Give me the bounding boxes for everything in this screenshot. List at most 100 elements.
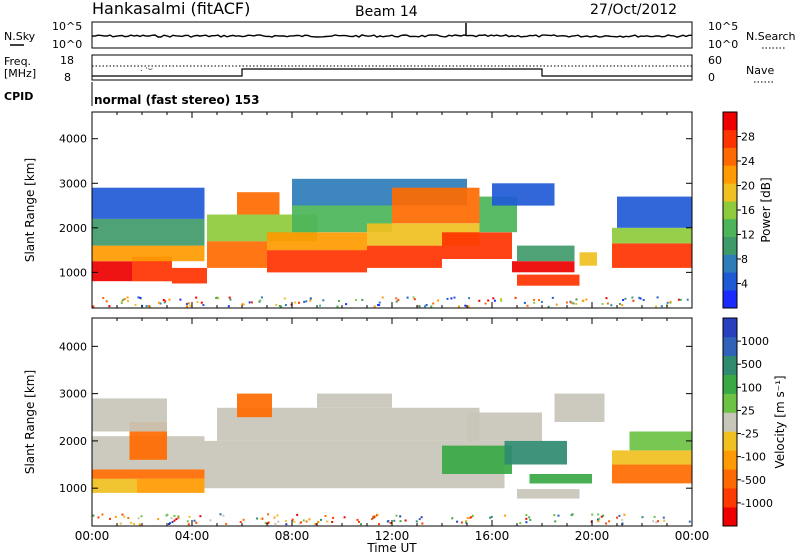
power-speckle [575, 302, 578, 305]
power-speckle [248, 301, 251, 304]
velocity-speckle [140, 515, 143, 518]
power-region-6 [207, 241, 267, 268]
power-speckle [624, 297, 627, 300]
velocity-speckle [239, 521, 242, 523]
colorbar-segment [723, 129, 737, 148]
xtick-label: 08:00 [275, 529, 310, 543]
xtick-label: 16:00 [475, 529, 510, 543]
velocity-speckle [358, 520, 360, 523]
power-speckle [298, 301, 300, 304]
velocity-speckle [525, 521, 528, 524]
power-speckle [605, 297, 608, 300]
colorbar-segment [723, 201, 737, 220]
colorbar-segment [723, 488, 737, 508]
power-speckle [159, 302, 162, 305]
velocity-speckle [372, 515, 375, 518]
velocity-speckle [260, 517, 263, 520]
colorbar-tick-label: 24 [741, 155, 755, 168]
colorbar-tick-label: -500 [741, 474, 766, 487]
velocity-speckle [465, 520, 468, 522]
power-speckle [305, 300, 308, 303]
colorbar-segment [723, 236, 737, 255]
velocity-speckle [170, 517, 173, 520]
power-speckle [395, 300, 398, 303]
power-region-19 [517, 245, 575, 262]
velocity-colorbar-label: Velocity [m s⁻¹] [773, 375, 787, 468]
power-speckle [195, 296, 198, 299]
velocity-speckle [171, 521, 174, 524]
power-speckle [412, 296, 415, 299]
power-speckle [492, 297, 495, 300]
ytick-label: 3000 [59, 388, 87, 401]
velocity-speckle [317, 520, 320, 523]
velocity-region-14 [529, 474, 592, 484]
power-speckle [185, 303, 188, 305]
power-speckle [373, 305, 376, 308]
velocity-speckle [97, 516, 100, 519]
power-speckle [127, 300, 129, 303]
cpid-text: normal (fast stereo) 153 [94, 93, 260, 107]
freq-trace [92, 68, 692, 77]
velocity-speckle [225, 522, 228, 525]
power-speckle [395, 297, 398, 300]
velocity-speckle [123, 515, 126, 518]
colorbar-tick-label: 4 [741, 278, 748, 291]
power-axes: 1000 2000 3000 4000 [59, 112, 693, 308]
velocity-heatmap [92, 393, 692, 526]
velocity-speckle [376, 513, 379, 516]
power-speckle [555, 303, 558, 306]
velocity-speckle [471, 514, 474, 517]
velocity-speckle [356, 518, 359, 521]
power-speckle [108, 305, 111, 308]
velocity-speckle [389, 522, 392, 524]
power-speckle [200, 301, 203, 304]
power-speckle [336, 305, 339, 308]
velocity-speckle [399, 515, 402, 518]
velocity-speckle [127, 517, 130, 519]
colorbar-segment [723, 469, 737, 489]
xtick-label: 04:00 [175, 529, 210, 543]
velocity-region-10 [442, 445, 512, 474]
power-speckle [565, 301, 568, 304]
power-speckle [309, 297, 312, 300]
time-axis-label: Time UT [366, 541, 417, 554]
power-speckle [478, 299, 481, 302]
velocity-speckle [557, 514, 560, 517]
power-speckle [610, 304, 613, 307]
xtick-label: 00:00 [675, 529, 710, 543]
power-speckle [137, 296, 140, 299]
power-speckle [378, 304, 381, 307]
power-heatmap [92, 178, 692, 308]
velocity-speckle [274, 522, 277, 525]
noise-right-label: N.Search [746, 30, 796, 43]
velocity-speckle [169, 522, 171, 525]
power-speckle [677, 298, 680, 301]
velocity-region-5 [92, 398, 167, 432]
velocity-speckle [92, 514, 95, 517]
colorbar-segment [723, 412, 737, 432]
colorbar-segment [723, 254, 737, 273]
colorbar-tick-label: 1000 [741, 335, 769, 348]
velocity-speckle [138, 523, 141, 526]
velocity-speckle [219, 513, 222, 516]
velocity-speckle [602, 514, 605, 517]
power-speckle [514, 296, 517, 299]
noise-left-tick-bottom: 10^0 [52, 38, 82, 51]
power-speckle [284, 304, 287, 306]
power-colorbar-label: Power [dB] [759, 177, 773, 242]
colorbar-segment [723, 355, 737, 375]
power-speckle [92, 305, 95, 308]
power-speckle [381, 296, 384, 299]
ytick-label: 4000 [59, 133, 87, 146]
velocity-speckle [264, 522, 267, 524]
velocity-speckle [157, 518, 160, 521]
ytick-label: 1000 [59, 482, 87, 495]
velocity-ylabel: Slant Range [km] [23, 370, 37, 474]
xtick-label: 00:00 [75, 529, 110, 543]
velocity-speckle [418, 518, 421, 521]
velocity-speckle [291, 518, 294, 521]
power-speckle [228, 296, 231, 299]
power-speckle [397, 299, 400, 302]
velocity-speckle [399, 520, 402, 523]
power-speckle [523, 301, 526, 304]
